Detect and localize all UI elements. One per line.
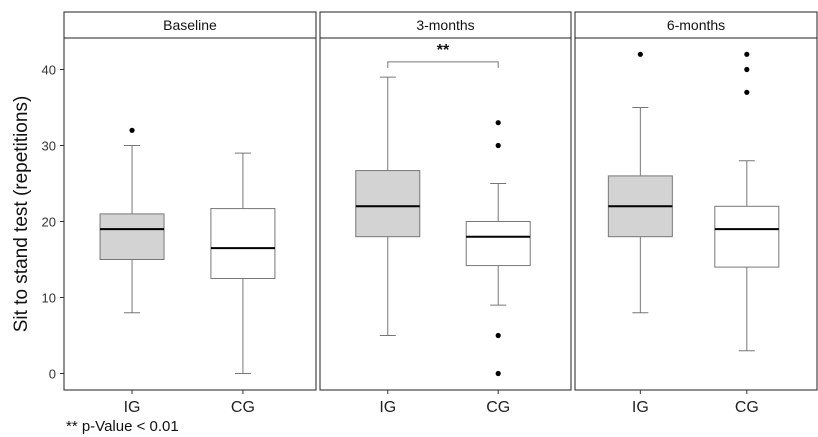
- box-cg: [465, 221, 531, 267]
- panel-title: 6-months: [667, 17, 725, 33]
- box-ig: [355, 170, 421, 238]
- outlier-point: [744, 66, 750, 73]
- panel-title: 3-months: [416, 17, 474, 33]
- box-cg: [210, 208, 276, 279]
- x-tick-label: CG: [735, 399, 759, 416]
- box-cg: [714, 205, 780, 268]
- y-tick-label: 10: [42, 291, 56, 306]
- x-tick-label: CG: [486, 399, 510, 416]
- box-ig: [99, 213, 165, 260]
- y-axis-title: Sit to stand test (repetitions): [11, 96, 32, 333]
- x-tick-label: IG: [379, 399, 396, 416]
- outlier-point: [495, 332, 501, 339]
- y-tick-label: 0: [49, 367, 56, 382]
- panel-frame: [63, 37, 317, 391]
- panel-strip: [319, 11, 572, 39]
- x-tick-label: IG: [632, 399, 649, 416]
- outlier-point: [495, 370, 501, 377]
- panel-strip: [63, 11, 317, 39]
- outlier-point: [495, 120, 501, 126]
- footnote: ** p-Value < 0.01: [66, 418, 179, 435]
- x-tick-label: CG: [231, 399, 255, 416]
- y-tick-label: 40: [42, 63, 56, 78]
- y-tick-label: 20: [42, 215, 56, 230]
- significance-bracket: [387, 61, 499, 68]
- outlier-point: [744, 89, 750, 95]
- outlier-point: [744, 51, 750, 57]
- panel-title: Baseline: [163, 17, 217, 33]
- outlier-point: [495, 142, 501, 149]
- panel-frame: [574, 37, 818, 391]
- x-tick-label: IG: [124, 399, 141, 416]
- panel-frame: [319, 37, 572, 391]
- outlier-point: [637, 51, 643, 57]
- significance-label: **: [437, 42, 450, 59]
- outlier-point: [129, 127, 135, 133]
- y-tick-label: 30: [42, 139, 56, 154]
